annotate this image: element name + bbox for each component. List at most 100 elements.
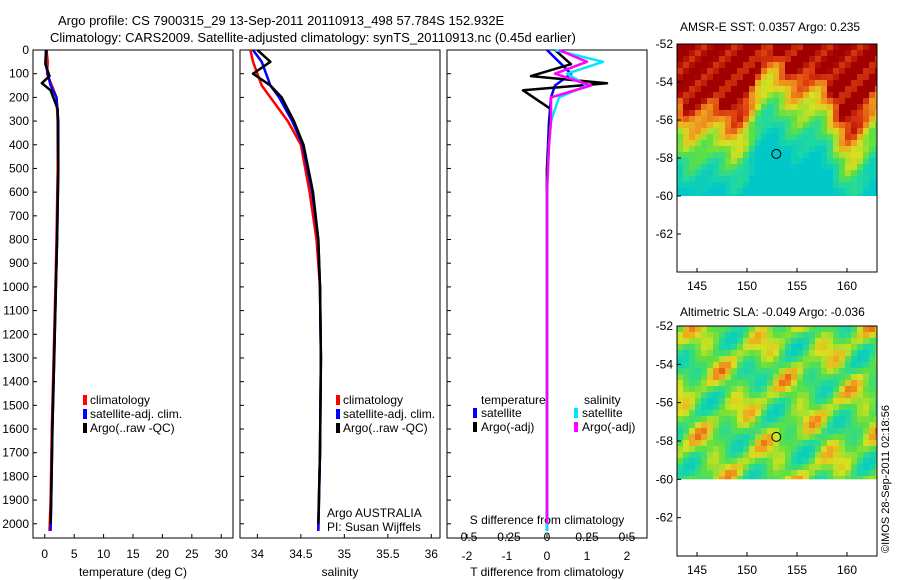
map-cell xyxy=(707,356,713,362)
map-cell xyxy=(857,404,863,410)
map-cell xyxy=(773,374,779,380)
map-cell xyxy=(779,68,785,74)
map-cell xyxy=(785,98,791,104)
map-cell xyxy=(791,128,797,134)
map-cell xyxy=(875,62,877,68)
map-cell xyxy=(677,344,683,350)
map-cell xyxy=(749,80,755,86)
salinity-annotation-1: Argo AUSTRALIA xyxy=(327,506,422,520)
map-cell xyxy=(767,116,773,122)
map-cell xyxy=(869,416,875,422)
map-cell xyxy=(827,470,833,476)
map-cell xyxy=(803,398,809,404)
map-cell xyxy=(779,152,785,158)
map-cell xyxy=(713,428,719,434)
map-cell xyxy=(857,110,863,116)
map-cell xyxy=(875,344,877,350)
map-cell xyxy=(815,464,821,470)
map-cell xyxy=(863,188,869,194)
map-cell xyxy=(689,428,695,434)
y-tick-label: 1200 xyxy=(2,327,29,341)
map-cell xyxy=(743,134,749,140)
map-cell xyxy=(779,344,785,350)
map-cell xyxy=(731,458,737,464)
map-cell xyxy=(815,116,821,122)
map-cell xyxy=(833,410,839,416)
map-cell xyxy=(827,152,833,158)
map-cell xyxy=(785,332,791,338)
map-cell xyxy=(815,80,821,86)
map-y-tick-label: -62 xyxy=(656,227,674,241)
map-cell xyxy=(719,398,725,404)
map-cell xyxy=(779,452,785,458)
map-cell xyxy=(875,116,877,122)
map-cell xyxy=(737,332,743,338)
map-cell xyxy=(857,80,863,86)
map-cell xyxy=(839,356,845,362)
map-cell xyxy=(851,386,857,392)
map-cell xyxy=(767,398,773,404)
map-cell xyxy=(689,404,695,410)
map-cell xyxy=(869,116,875,122)
map-cell xyxy=(839,332,845,338)
map-cell xyxy=(743,416,749,422)
map-cell xyxy=(749,338,755,344)
map-cell xyxy=(797,134,803,140)
map-cell xyxy=(689,470,695,476)
map-cell xyxy=(761,464,767,470)
map-cell xyxy=(767,128,773,134)
map-cell xyxy=(791,152,797,158)
map-cell xyxy=(779,158,785,164)
map-cell xyxy=(761,176,767,182)
map-cell xyxy=(749,50,755,56)
map-cell xyxy=(695,194,701,196)
map-cell xyxy=(833,476,839,480)
map-cell xyxy=(863,104,869,110)
map-cell xyxy=(677,422,683,428)
map-cell xyxy=(725,92,731,98)
map-cell xyxy=(827,116,833,122)
map-cell xyxy=(803,470,809,476)
map-x-tick-label: 145 xyxy=(687,279,707,293)
map-cell xyxy=(683,422,689,428)
map-cell xyxy=(791,164,797,170)
map-cell xyxy=(689,386,695,392)
map-cell xyxy=(677,350,683,356)
map-cell xyxy=(857,50,863,56)
map-cell xyxy=(815,92,821,98)
map-cell xyxy=(695,416,701,422)
map-cell xyxy=(749,194,755,196)
map-cell xyxy=(851,368,857,374)
map-cell xyxy=(785,44,791,50)
map-cell xyxy=(743,410,749,416)
map-cell xyxy=(773,404,779,410)
salinity-panel: salinity climatology satellite-adj. clim… xyxy=(239,49,441,579)
map-cell xyxy=(809,50,815,56)
map-cell xyxy=(833,344,839,350)
map-cell xyxy=(821,356,827,362)
map-cell xyxy=(797,422,803,428)
map-cell xyxy=(809,80,815,86)
map-cell xyxy=(863,194,869,196)
map-cell xyxy=(695,128,701,134)
map-cell xyxy=(875,434,877,440)
map-cell xyxy=(875,440,877,446)
map-cell xyxy=(761,152,767,158)
map-cell xyxy=(875,80,877,86)
y-tick-label: 1300 xyxy=(2,351,29,365)
map-cell xyxy=(809,152,815,158)
temperature-legend: climatology satellite-adj. clim. Argo(..… xyxy=(83,393,182,435)
map-cell xyxy=(863,476,869,480)
map-cell xyxy=(821,374,827,380)
map-cell xyxy=(707,194,713,196)
map-cell xyxy=(749,332,755,338)
map-cell xyxy=(713,86,719,92)
map-cell xyxy=(845,356,851,362)
map-cell xyxy=(863,410,869,416)
map-cell xyxy=(851,56,857,62)
map-cell xyxy=(803,134,809,140)
map-cell xyxy=(719,368,725,374)
map-cell xyxy=(719,386,725,392)
map-cell xyxy=(701,110,707,116)
map-cell xyxy=(845,380,851,386)
